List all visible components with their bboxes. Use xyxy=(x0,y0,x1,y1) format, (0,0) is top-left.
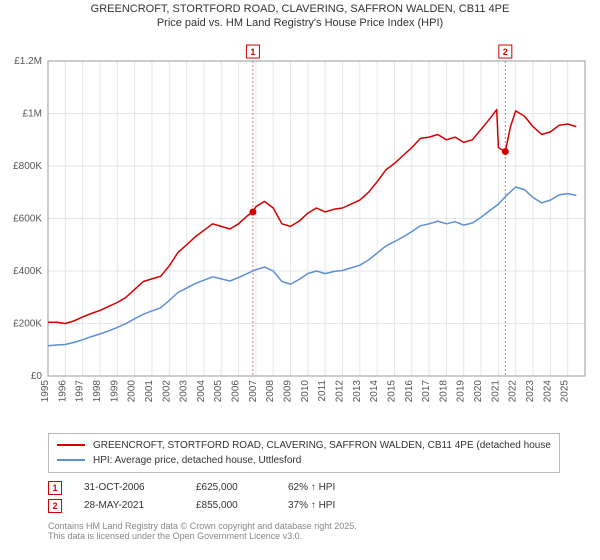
svg-text:2022: 2022 xyxy=(508,379,519,402)
sale-date: 31-OCT-2006 xyxy=(84,482,174,493)
svg-text:£600K: £600K xyxy=(13,213,42,224)
svg-text:2005: 2005 xyxy=(213,379,224,402)
svg-text:1999: 1999 xyxy=(109,379,120,402)
svg-text:2003: 2003 xyxy=(179,379,190,402)
svg-text:2015: 2015 xyxy=(386,379,397,402)
svg-text:2020: 2020 xyxy=(473,379,484,402)
title-line-1: GREENCROFT, STORTFORD ROAD, CLAVERING, S… xyxy=(0,2,600,16)
footer-attribution: Contains HM Land Registry data © Crown c… xyxy=(48,521,560,543)
svg-text:2002: 2002 xyxy=(161,379,172,402)
legend-row: GREENCROFT, STORTFORD ROAD, CLAVERING, S… xyxy=(57,438,551,453)
sale-price: £855,000 xyxy=(196,500,266,511)
svg-text:2017: 2017 xyxy=(421,379,432,402)
svg-text:2001: 2001 xyxy=(144,379,155,402)
container: GREENCROFT, STORTFORD ROAD, CLAVERING, S… xyxy=(0,0,600,560)
footer-line-2: This data is licensed under the Open Gov… xyxy=(48,531,560,542)
sale-marker-box: 1 xyxy=(48,481,62,495)
svg-text:2: 2 xyxy=(503,47,508,57)
footer-line-1: Contains HM Land Registry data © Crown c… xyxy=(48,521,560,532)
svg-text:2009: 2009 xyxy=(283,379,294,402)
legend-swatch xyxy=(57,459,85,461)
sale-hpi-pct: 62% ↑ HPI xyxy=(288,482,368,493)
sale-hpi-pct: 37% ↑ HPI xyxy=(288,500,368,511)
legend-label: GREENCROFT, STORTFORD ROAD, CLAVERING, S… xyxy=(93,438,551,453)
chart-area: £0£200K£400K£600K£800K£1M£1.2M1995199619… xyxy=(0,31,600,431)
svg-text:1996: 1996 xyxy=(57,379,68,402)
svg-text:2014: 2014 xyxy=(369,379,380,402)
sale-marker-box: 2 xyxy=(48,499,62,513)
svg-text:£800K: £800K xyxy=(13,161,42,172)
svg-text:2013: 2013 xyxy=(352,379,363,402)
svg-text:2023: 2023 xyxy=(525,379,536,402)
svg-text:£1M: £1M xyxy=(23,108,42,119)
svg-text:1998: 1998 xyxy=(92,379,103,402)
legend-row: HPI: Average price, detached house, Uttl… xyxy=(57,453,551,468)
legend-swatch xyxy=(57,444,85,446)
sale-row: 2 28-MAY-2021 £855,000 37% ↑ HPI xyxy=(48,497,560,515)
svg-text:2011: 2011 xyxy=(317,379,328,401)
svg-text:2012: 2012 xyxy=(334,379,345,402)
chart-svg: £0£200K£400K£600K£800K£1M£1.2M1995199619… xyxy=(0,31,600,431)
chart-title: GREENCROFT, STORTFORD ROAD, CLAVERING, S… xyxy=(0,0,600,31)
sale-price: £625,000 xyxy=(196,482,266,493)
svg-text:2018: 2018 xyxy=(438,379,449,402)
sale-date: 28-MAY-2021 xyxy=(84,500,174,511)
svg-text:2024: 2024 xyxy=(542,379,553,402)
svg-text:£400K: £400K xyxy=(13,266,42,277)
svg-text:2008: 2008 xyxy=(265,379,276,402)
svg-text:1995: 1995 xyxy=(40,379,51,402)
legend: GREENCROFT, STORTFORD ROAD, CLAVERING, S… xyxy=(48,433,560,473)
sales-list: 1 31-OCT-2006 £625,000 62% ↑ HPI 2 28-MAY-202… xyxy=(48,479,560,515)
svg-text:1: 1 xyxy=(250,47,255,57)
sale-row: 1 31-OCT-2006 £625,000 62% ↑ HPI xyxy=(48,479,560,497)
svg-text:2007: 2007 xyxy=(248,379,259,402)
svg-text:2025: 2025 xyxy=(560,379,571,402)
svg-text:2010: 2010 xyxy=(300,379,311,402)
svg-text:1997: 1997 xyxy=(75,379,86,402)
svg-text:2000: 2000 xyxy=(127,379,138,402)
svg-text:2019: 2019 xyxy=(456,379,467,402)
svg-text:2021: 2021 xyxy=(490,379,501,402)
svg-text:£1.2M: £1.2M xyxy=(14,56,42,67)
svg-text:£200K: £200K xyxy=(13,318,42,329)
svg-text:2016: 2016 xyxy=(404,379,415,402)
svg-text:2004: 2004 xyxy=(196,379,207,402)
legend-label: HPI: Average price, detached house, Uttl… xyxy=(93,453,301,468)
title-line-2: Price paid vs. HM Land Registry's House … xyxy=(0,16,600,30)
svg-text:2006: 2006 xyxy=(231,379,242,402)
